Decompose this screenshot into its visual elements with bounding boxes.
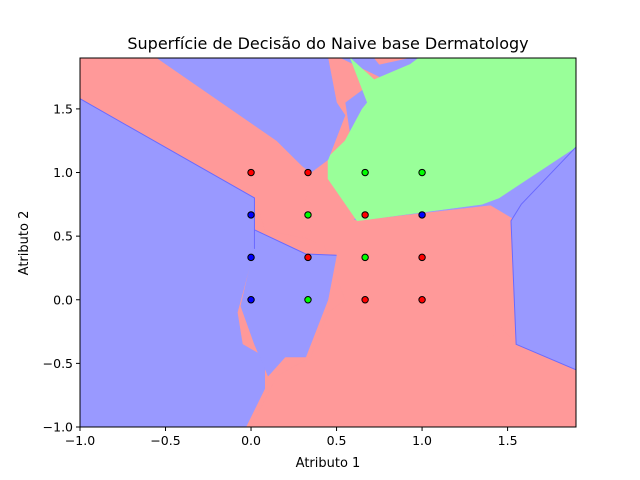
x-tick-label: −1.0 [65,433,95,448]
region-boundary-0 [80,98,255,249]
data-point-green-3 [361,253,369,262]
data-point-red-3 [361,211,369,219]
data-point-green-2 [304,211,312,219]
y-tick-label: 1.5 [53,101,73,116]
x-tick-label: 1.5 [498,433,518,448]
x-tick-label: 1.0 [412,433,432,448]
region-blue-8 [156,58,346,173]
region-red-7 [373,58,409,65]
decision-regions [80,58,576,427]
region-boundary-2 [510,146,576,371]
y-tick-label: 1.0 [53,165,73,180]
y-axis: −1.0 −0.5 0.0 0.5 1.0 1.5 [43,101,80,435]
data-point-red-1 [304,168,312,177]
region-red-10 [481,324,576,427]
plot-area [79,57,577,428]
data-point-red-5 [418,253,426,262]
x-axis-label: Atributo 1 [296,456,361,471]
data-point-red-2 [304,253,312,262]
data-point-green-4 [304,296,312,304]
data-point-red-4 [361,296,369,304]
y-tick-label: 0.0 [53,292,73,307]
data-point-red-0 [247,168,255,177]
plot-frame [79,57,577,428]
data-point-blue-2 [247,253,255,262]
data-point-blue-1 [418,211,426,219]
data-point-green-1 [418,168,426,177]
y-tick-label: −1.0 [43,420,73,435]
x-tick-label: 0.0 [241,433,261,448]
data-point-blue-3 [247,296,255,304]
data-point-red-6 [418,296,426,304]
y-axis-label: Atributo 2 [17,211,32,276]
x-tick-label: 0.5 [327,433,347,448]
data-point-green-0 [361,168,369,177]
region-boundary-1 [254,229,337,256]
x-tick-label: −0.5 [150,433,180,448]
region-green-6 [327,58,576,222]
y-tick-label: −0.5 [43,356,73,371]
data-point-blue-0 [247,211,255,219]
y-tick-label: 0.5 [53,229,73,244]
chart-title: Superfície de Decisão do Naive base Derm… [127,34,528,53]
x-axis: −1.0 −0.5 0.0 0.5 1.0 1.5 [65,427,518,448]
